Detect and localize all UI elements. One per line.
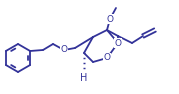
Text: H: H [80,73,88,83]
Text: O: O [107,14,113,24]
Text: O: O [61,45,67,55]
Text: O: O [103,53,110,63]
Text: O: O [115,39,122,47]
